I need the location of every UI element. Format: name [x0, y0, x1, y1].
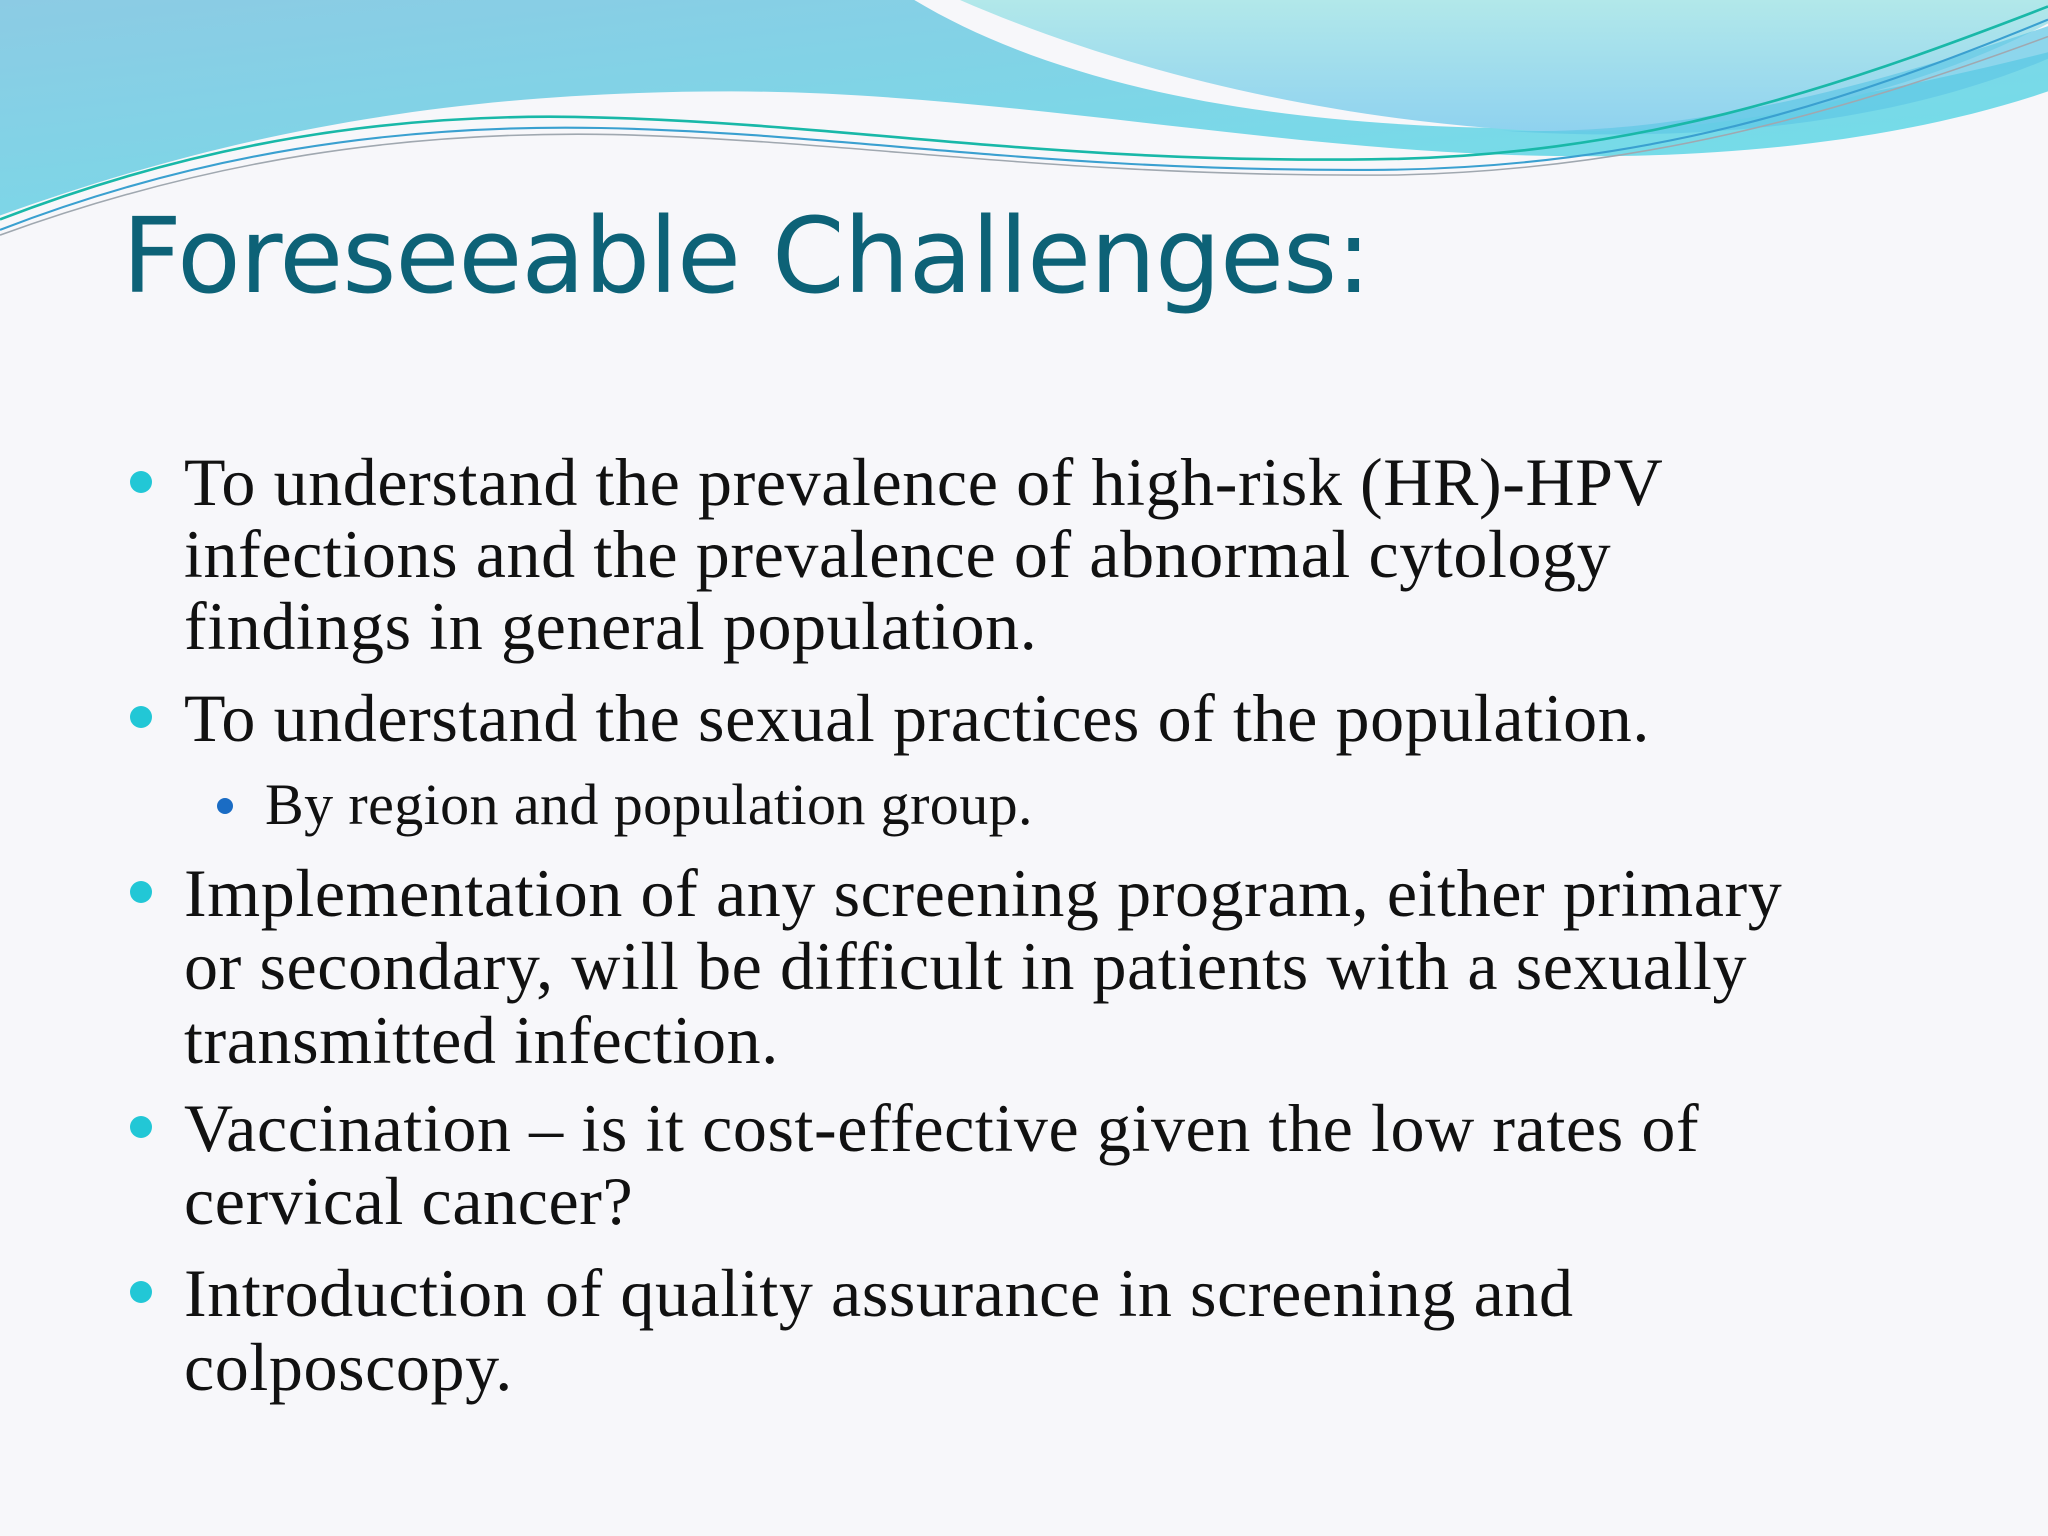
bullet-text: or secondary, will be difficult in patie… — [184, 928, 1748, 1004]
bullet-icon — [130, 706, 152, 728]
bullet-icon — [130, 881, 152, 903]
slide-title: Foreseeable Challenges: — [122, 195, 1371, 317]
bullet-text: Introduction of quality assurance in scr… — [184, 1255, 1574, 1331]
bullet-text: cervical cancer? — [184, 1163, 634, 1239]
sub-bullet-text: By region and population group. — [265, 772, 1033, 837]
bullet-icon — [130, 1281, 152, 1303]
bullet-icon — [130, 1116, 152, 1138]
sub-bullet-icon — [217, 798, 233, 814]
bullet-text: Vaccination – is it cost-effective given… — [184, 1090, 1700, 1166]
bullet-text: infections and the prevalence of abnorma… — [184, 516, 1612, 592]
bullet-icon — [130, 471, 152, 493]
bullet-text: Implementation of any screening program,… — [184, 855, 1783, 931]
bullet-text: transmitted infection. — [184, 1002, 779, 1078]
bullet-text: To understand the sexual practices of th… — [184, 680, 1650, 756]
bullet-text: To understand the prevalence of high-ris… — [184, 444, 1664, 520]
bullet-text: colposcopy. — [184, 1329, 513, 1405]
bullet-text: findings in general population. — [184, 588, 1038, 664]
